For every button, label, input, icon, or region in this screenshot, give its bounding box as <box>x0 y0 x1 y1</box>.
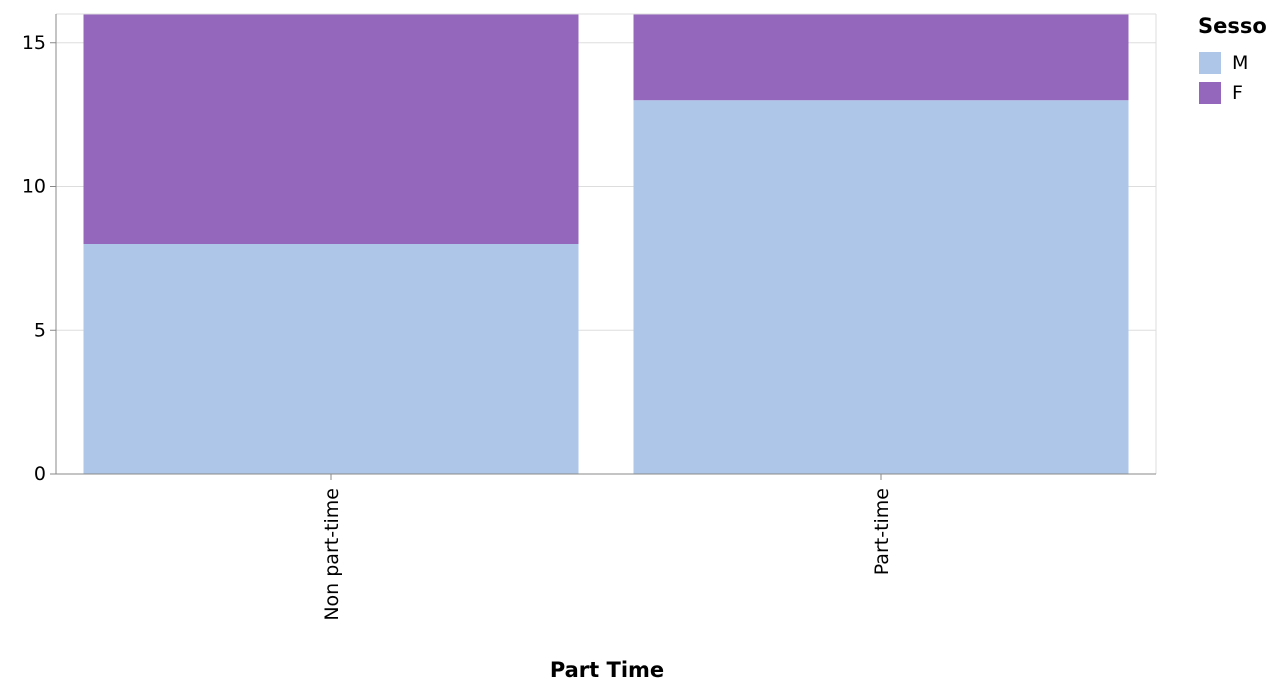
y-tick-label: 15 <box>22 32 46 54</box>
y-tick-label: 10 <box>22 176 46 198</box>
legend-swatch-m <box>1199 52 1221 74</box>
legend-title: Sesso <box>1198 14 1267 38</box>
y-tick-label: 5 <box>34 319 46 341</box>
legend: Sesso MF <box>1198 14 1267 104</box>
bar-f-part-time <box>633 14 1129 101</box>
legend-label-m: M <box>1232 52 1248 74</box>
legend-label-f: F <box>1232 82 1243 104</box>
bar-m-non-part-time <box>83 244 579 474</box>
plot-frame <box>56 13 1157 474</box>
y-tick-label: 0 <box>34 463 46 485</box>
x-tick-label: Non part-time <box>321 488 343 621</box>
x-axis: Non part-time Part-time <box>56 473 1156 621</box>
legend-swatch-f <box>1199 82 1221 104</box>
bar-m-part-time <box>633 100 1129 474</box>
bars <box>83 14 1129 474</box>
y-axis: 0 5 10 15 <box>22 14 57 485</box>
x-axis-title: Part Time <box>550 658 664 681</box>
x-tick-label: Part-time <box>871 488 893 575</box>
bar-f-non-part-time <box>83 14 579 244</box>
